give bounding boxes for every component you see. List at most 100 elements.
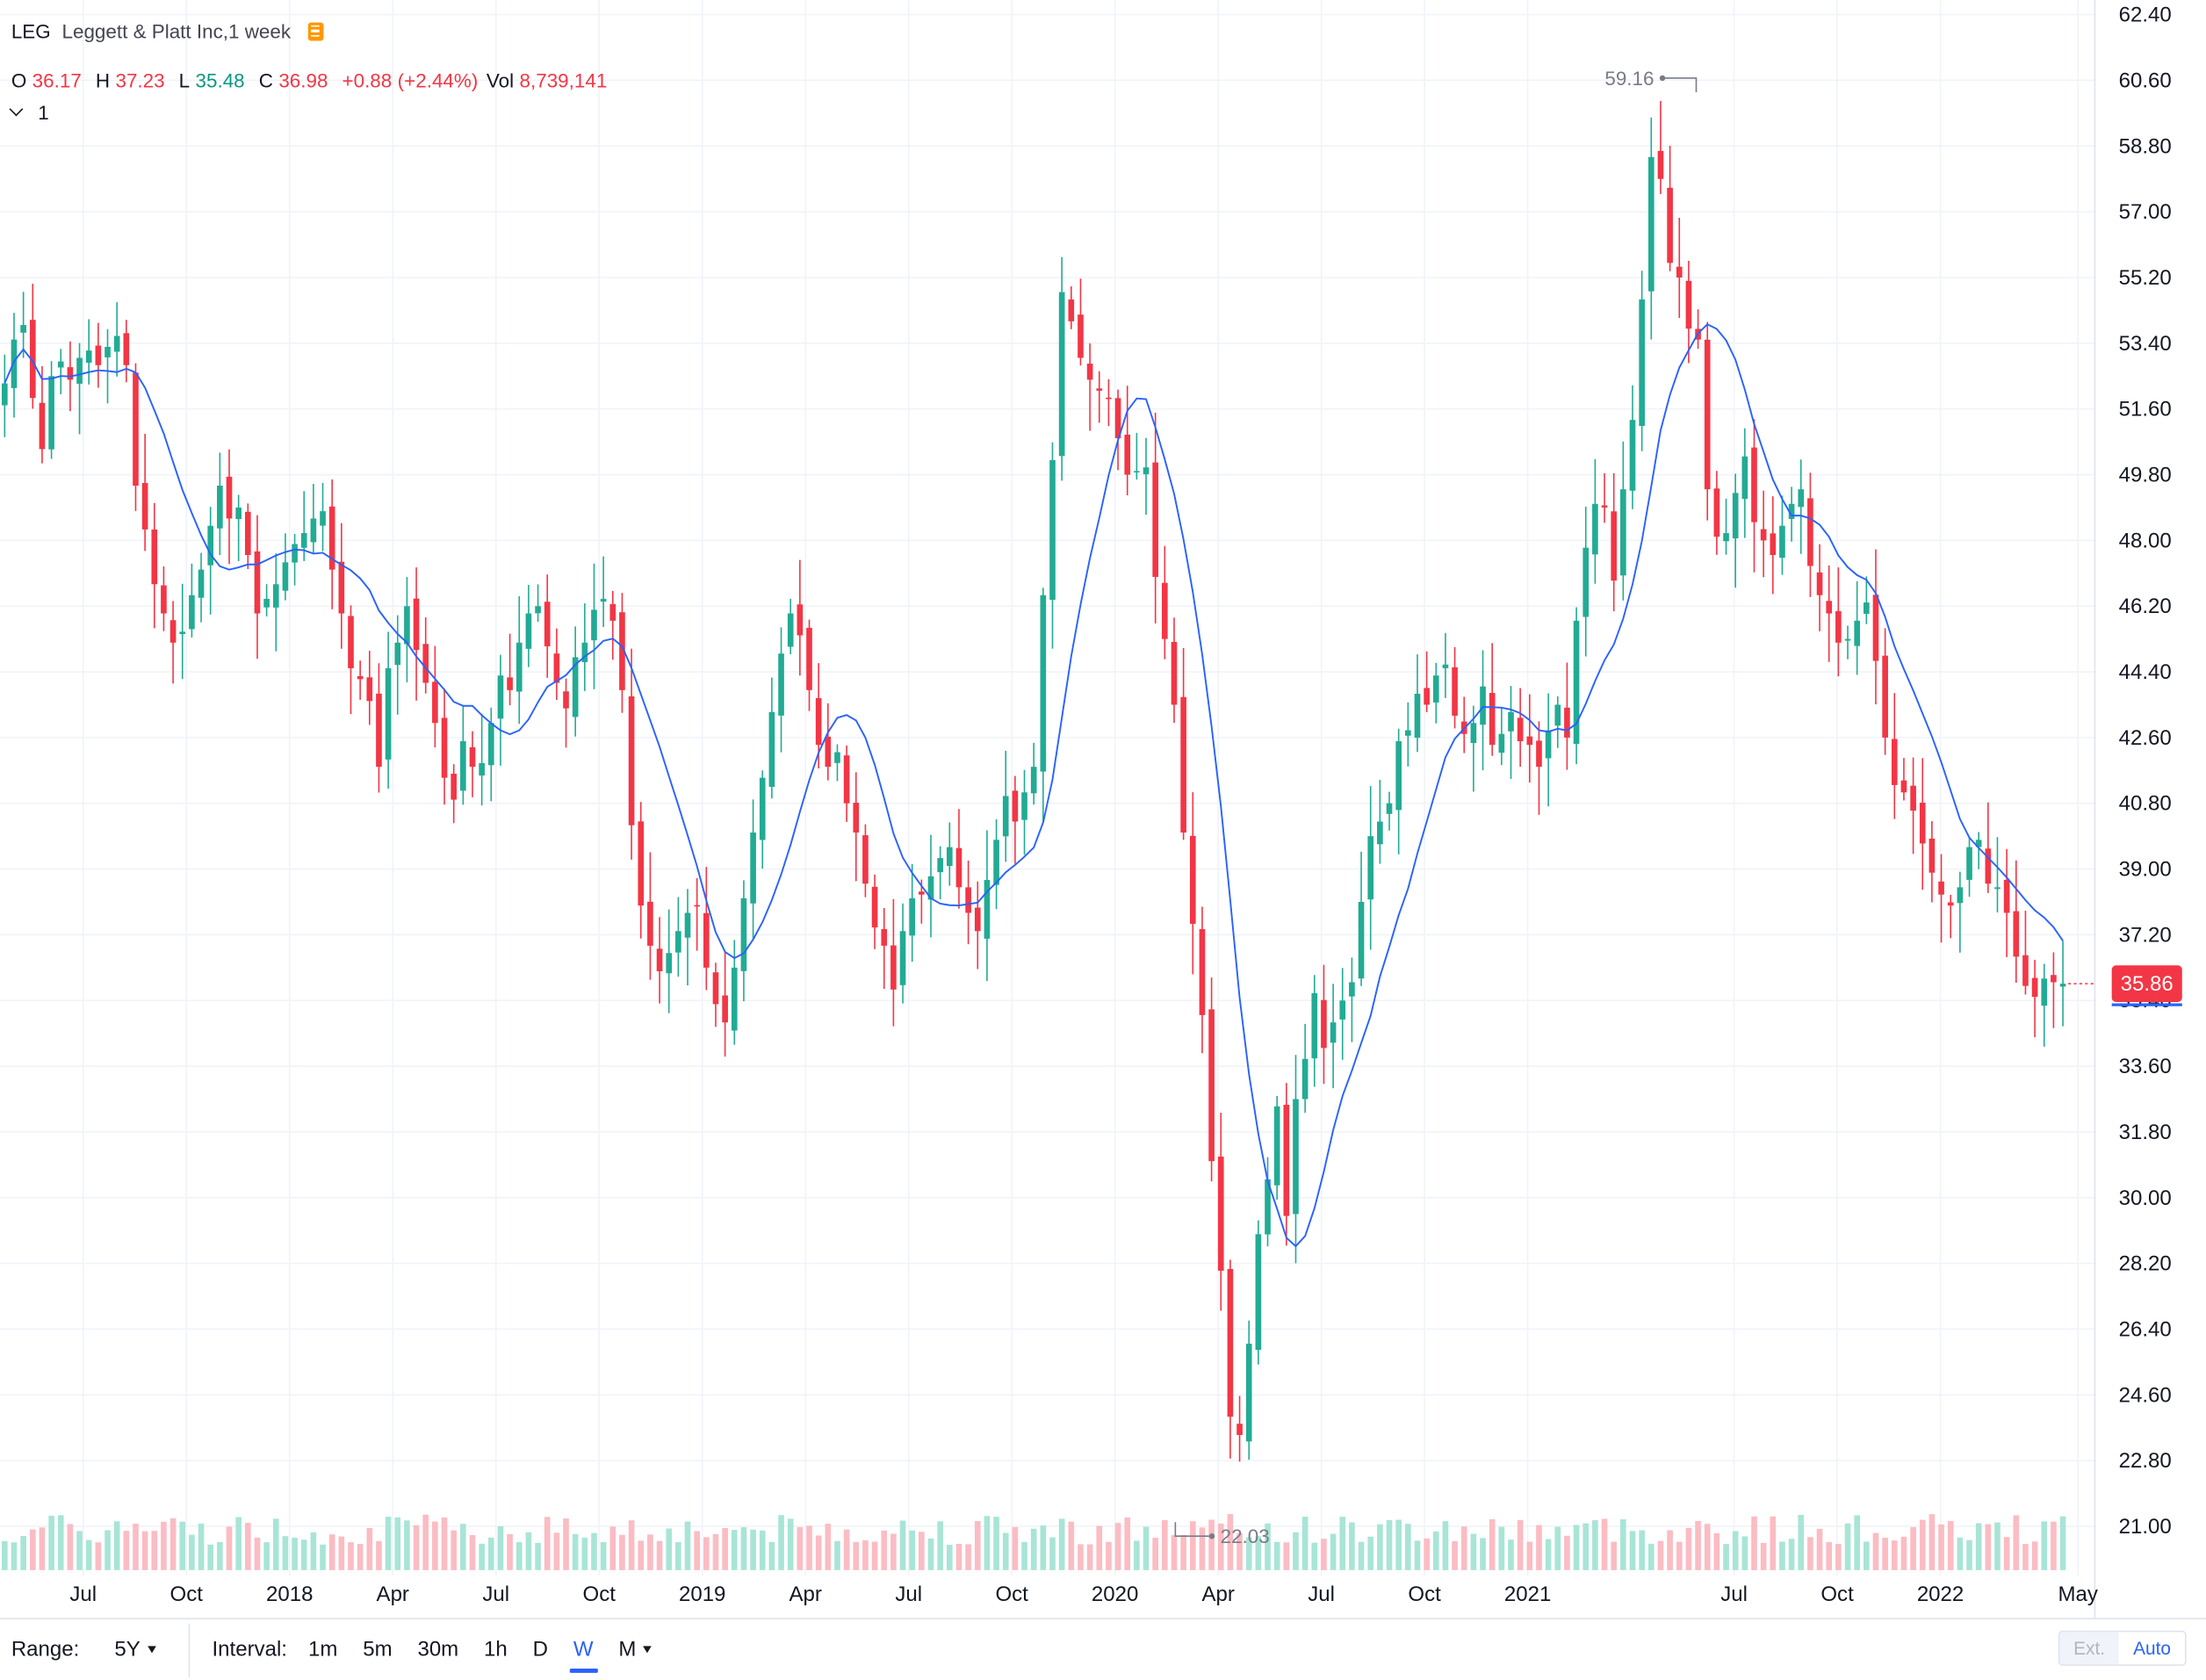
- candle: [1068, 286, 1075, 329]
- toolbar-divider: [188, 1622, 190, 1676]
- volume-bar: [198, 1523, 205, 1570]
- candle: [628, 648, 635, 860]
- candle-body: [927, 876, 934, 900]
- volume-bar: [1807, 1537, 1813, 1570]
- candle-body: [1330, 1022, 1337, 1043]
- high-marker-line: [1662, 77, 1698, 92]
- candle-body: [394, 642, 401, 666]
- candle-body: [1517, 717, 1524, 742]
- volume-bar: [1508, 1539, 1514, 1570]
- price-chart[interactable]: 62.40 60.60 58.80 57.00 55.20 53.40 51.60 49.80…: [0, 0, 2206, 1619]
- indicator-toggle[interactable]: 1: [9, 100, 608, 126]
- volume-bar: [1414, 1540, 1421, 1570]
- time-tick-label: 2022: [1917, 1583, 1964, 1606]
- time-tick-label: Jul: [1720, 1583, 1748, 1606]
- candle-body: [535, 606, 541, 614]
- time-tick-label: Jul: [1308, 1583, 1335, 1606]
- candle-body: [1788, 503, 1795, 519]
- interval-d[interactable]: D: [532, 1637, 548, 1662]
- candle: [1096, 371, 1103, 423]
- candle: [1293, 1055, 1299, 1264]
- high-value: 37.23: [115, 68, 165, 92]
- volume-bar: [1049, 1537, 1056, 1570]
- candle-body: [1957, 887, 1964, 904]
- candle-body: [1236, 1424, 1243, 1436]
- volume-bar: [871, 1541, 878, 1570]
- price-tick-label: 55.20: [2119, 266, 2172, 290]
- candle-body: [497, 675, 504, 719]
- candle-body: [282, 562, 289, 591]
- volume-bar: [955, 1544, 962, 1570]
- candle-body: [1872, 595, 1879, 661]
- symbol-label[interactable]: LEG: [11, 19, 51, 43]
- auto-scale-toggle[interactable]: Auto: [2133, 1637, 2171, 1659]
- candle: [993, 818, 999, 910]
- candle-body: [141, 482, 148, 530]
- volume-bar: [310, 1532, 317, 1570]
- interval-5m[interactable]: 5m: [363, 1637, 393, 1662]
- candle: [1975, 832, 1982, 869]
- candle: [263, 584, 270, 616]
- candle-body: [469, 746, 476, 768]
- candle-body: [1377, 821, 1383, 845]
- volume-bar: [1526, 1541, 1533, 1570]
- interval-1m[interactable]: 1m: [307, 1637, 338, 1662]
- moving-average-line: [4, 323, 2064, 1248]
- notes-icon[interactable]: [307, 21, 323, 40]
- volume-bar: [1273, 1541, 1280, 1570]
- candle: [1872, 549, 1879, 704]
- candle-body: [1994, 887, 2001, 890]
- candle-body: [1470, 723, 1477, 744]
- interval-m-dropdown[interactable]: M: [606, 1621, 664, 1677]
- time-axis[interactable]: Jul Oct 2018 Apr Jul Oct 2019 Apr Jul Oct 2020 Apr J…: [69, 1583, 2097, 1606]
- interval-30m[interactable]: 30m: [417, 1637, 459, 1662]
- candle-body: [1760, 529, 1767, 541]
- change-percent: (+2.44%): [397, 68, 479, 92]
- candle-body: [1208, 1009, 1215, 1162]
- candle: [581, 602, 588, 691]
- candle-body: [853, 803, 860, 833]
- candle: [479, 713, 485, 806]
- candle-body: [1245, 1344, 1252, 1442]
- candle: [694, 877, 700, 951]
- volume-bar: [853, 1541, 860, 1570]
- range-dropdown[interactable]: 5Y: [102, 1621, 169, 1677]
- price-tick-label: 33.60: [2119, 1055, 2172, 1078]
- volume-bar: [759, 1530, 766, 1570]
- price-axis[interactable]: 62.40 60.60 58.80 57.00 55.20 53.40 51.60 49.80…: [2119, 4, 2172, 1539]
- volume-bar: [432, 1521, 438, 1570]
- candle-body: [189, 595, 195, 630]
- candle-body: [235, 507, 242, 520]
- candle: [843, 745, 850, 822]
- volume-bar: [1947, 1520, 1954, 1570]
- candle-body: [413, 598, 420, 651]
- candle: [563, 678, 569, 748]
- candle: [1208, 977, 1215, 1182]
- candle-body: [29, 320, 36, 399]
- candle: [1536, 721, 1542, 815]
- low-value: 35.48: [195, 68, 245, 92]
- candle: [600, 556, 607, 627]
- volume-bar: [1582, 1523, 1590, 1570]
- interval-1h[interactable]: 1h: [484, 1637, 508, 1662]
- volume-bar: [1545, 1539, 1552, 1570]
- candle: [899, 903, 906, 1004]
- candle-body: [974, 907, 981, 932]
- candle: [1741, 428, 1748, 538]
- high-marker-label: 59.16: [1604, 68, 1654, 90]
- candle-body: [1078, 314, 1084, 358]
- chevron-down-icon[interactable]: [9, 101, 24, 116]
- volume-bar: [1030, 1528, 1037, 1570]
- candle-body: [1545, 730, 1552, 759]
- volume-bar: [1957, 1537, 1964, 1570]
- volume-bar: [1171, 1535, 1178, 1570]
- candle-body: [1526, 736, 1533, 746]
- candle-body: [1311, 992, 1318, 1059]
- candle-body: [1442, 664, 1449, 668]
- price-tick-label: 21.00: [2119, 1515, 2172, 1539]
- candle-body: [1667, 187, 1673, 263]
- extended-hours-toggle[interactable]: Ext.: [2059, 1632, 2120, 1665]
- interval-w[interactable]: W: [560, 1621, 606, 1677]
- grid-lines: [0, 0, 2097, 1619]
- low-label: L: [178, 68, 191, 92]
